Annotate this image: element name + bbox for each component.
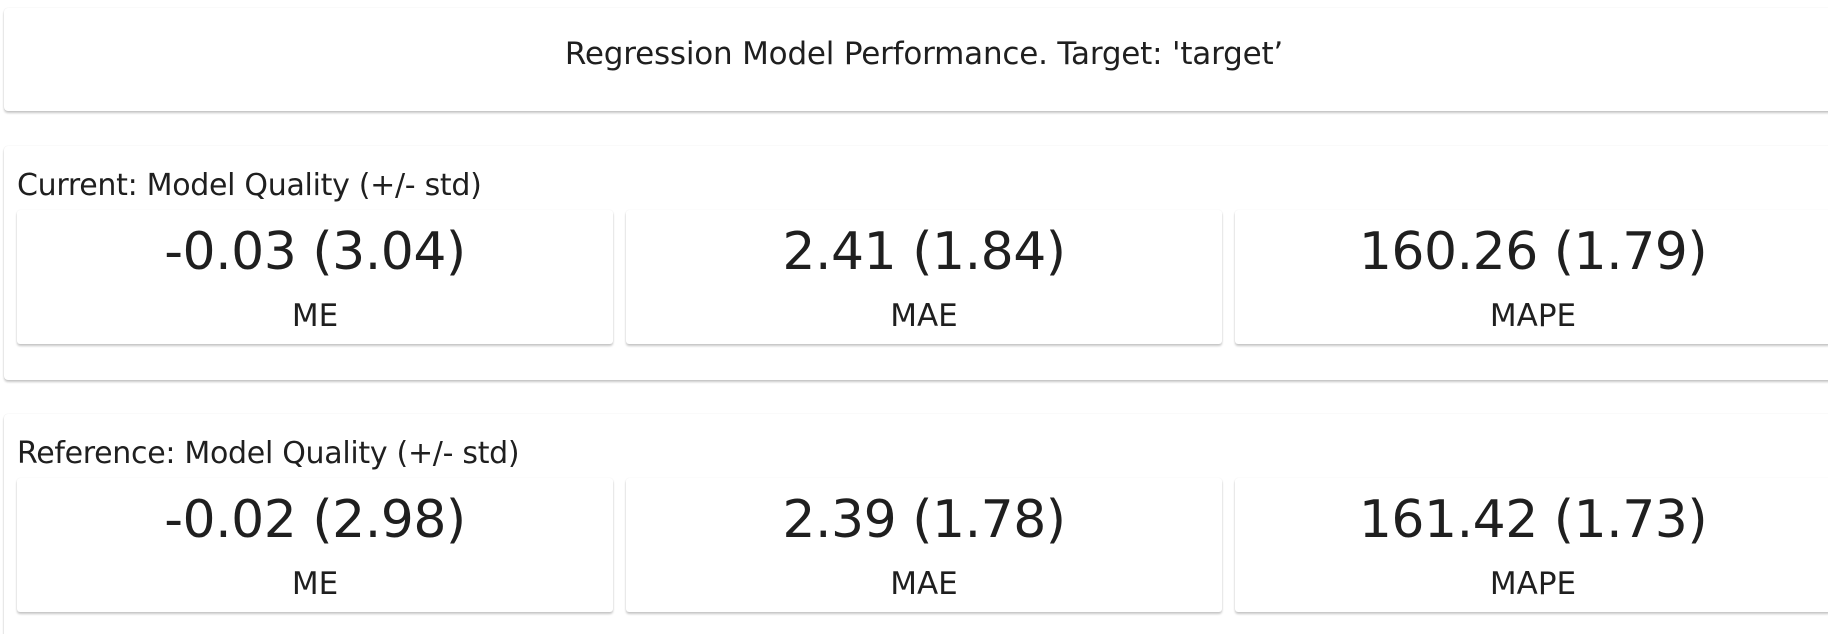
current-quality-card: Current: Model Quality (+/- std) -0.03 (… [4,146,1828,380]
reference-mae-value: 2.39 (1.78) [782,490,1066,550]
current-mape-label: MAPE [1489,298,1577,334]
reference-mae-tile: 2.39 (1.78) MAE [626,478,1222,612]
current-metric-tiles: -0.03 (3.04) ME 2.41 (1.84) MAE 160.26 (… [17,210,1828,344]
page-title: Regression Model Performance. Target: 't… [564,36,1284,72]
reference-me-label: ME [291,566,339,602]
current-mae-value: 2.41 (1.84) [782,222,1066,282]
reference-me-value: -0.02 (2.98) [164,490,466,550]
current-mae-tile: 2.41 (1.84) MAE [626,210,1222,344]
current-me-value: -0.03 (3.04) [164,222,466,282]
current-mape-tile: 160.26 (1.79) MAPE [1235,210,1828,344]
current-me-tile: -0.03 (3.04) ME [17,210,613,344]
reference-mae-label: MAE [890,566,958,602]
reference-quality-card: Reference: Model Quality (+/- std) -0.02… [4,414,1828,634]
current-mape-value: 160.26 (1.79) [1358,222,1708,282]
reference-quality-title: Reference: Model Quality (+/- std) [17,436,520,471]
reference-mape-value: 161.42 (1.73) [1358,490,1708,550]
current-quality-title: Current: Model Quality (+/- std) [17,168,482,203]
reference-metric-tiles: -0.02 (2.98) ME 2.39 (1.78) MAE 161.42 (… [17,478,1828,612]
reference-mape-tile: 161.42 (1.73) MAPE [1235,478,1828,612]
reference-me-tile: -0.02 (2.98) ME [17,478,613,612]
current-mae-label: MAE [890,298,958,334]
current-me-label: ME [291,298,339,334]
header-card: Regression Model Performance. Target: 't… [4,8,1828,111]
reference-mape-label: MAPE [1489,566,1577,602]
